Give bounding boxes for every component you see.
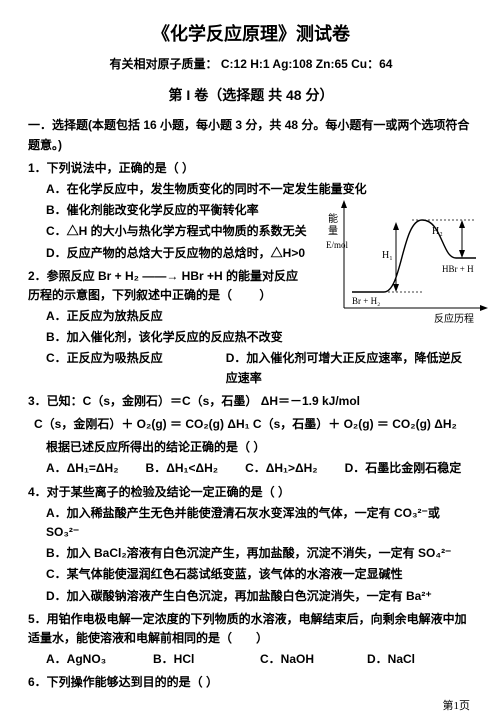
q2-opt-a: A．正反应为放热反应 — [46, 307, 324, 326]
q4-opt-a: A．加入稀盐酸产生无色并能使澄清石灰水变浑浊的气体，一定有 CO₃²⁻或 SO₃… — [46, 504, 474, 542]
page-number: 第1页 — [28, 698, 474, 716]
q2-opt-c: C．正反应为吸热反应 — [46, 349, 226, 387]
chart-ylabel2: 量 — [328, 225, 338, 237]
q1-opt-d: D．反应产物的总焓大于反应物的总焓时，△H>0 — [46, 244, 324, 263]
q2-opt-cd-row: C．正反应为吸热反应 D．加入催化剂可增大正反应速率，降低逆反应速率 — [46, 349, 474, 387]
instruction-text: 一．选择题(本题包括 16 小题，每小题 3 分，共 48 分。每小题有一或两个… — [28, 116, 474, 154]
exam-title: 《化学反应原理》测试卷 — [28, 20, 474, 49]
q4-opt-b: B．加入 BaCl₂溶液有白色沉淀产生，再加盐酸，沉淀不消失，一定有 SO₄²⁻ — [46, 544, 474, 563]
energy-diagram: 能 量 E/mol H₁ H₂ Br + H₂ HBr + H 反应历程 — [324, 194, 492, 328]
chart-right-label: HBr + H — [442, 264, 474, 274]
chart-left-label: Br + H₂ — [352, 296, 380, 306]
q1-stem: 1．下列说法中，正确的是（ ） — [28, 159, 474, 178]
q3-stem2: C（s，金刚石）＋ O₂(g) ＝ CO₂(g) ΔH₁ C（s，石墨）＋ O₂… — [34, 415, 474, 434]
q5-opt-a: A．AgNO₃ — [46, 650, 153, 669]
q3-opt-a: A．ΔH₁=ΔH₂ — [46, 459, 146, 478]
q6-stem: 6．下列操作能够达到目的的是（ ） — [28, 673, 474, 692]
q3-stem3: 根据已述反应所得出的结论正确的是（ ） — [46, 438, 474, 457]
q2-stem: 2．参照反应 Br + H₂ ——→ HBr +H 的能量对反应历程的示意图，下… — [28, 267, 306, 305]
q5-opt-d: D．NaCl — [367, 650, 474, 669]
chart-xlabel: 反应历程 — [434, 312, 474, 325]
chart-h1: H₁ — [382, 250, 393, 261]
q3-opt-b: B．ΔH₁<ΔH₂ — [146, 459, 246, 478]
q3-stem1: 3．已知：C（s，金刚石）＝C（s，石墨） ΔH＝－1.9 kJ/mol — [28, 392, 474, 411]
q5-opt-c: C．NaOH — [260, 650, 367, 669]
chart-h2: H₂ — [432, 226, 443, 237]
q3-opt-c: C．ΔH₁>ΔH₂ — [245, 459, 345, 478]
q1-opt-c: C．△H 的大小与热化学方程式中物质的系数无关 — [46, 222, 324, 241]
chart-ylabel3: E/mol — [326, 240, 348, 250]
q4-stem: 4．对于某些离子的检验及结论一定正确的是（ ） — [28, 483, 474, 502]
q3-options: A．ΔH₁=ΔH₂ B．ΔH₁<ΔH₂ C．ΔH₁>ΔH₂ D．石墨比金刚石稳定 — [46, 459, 474, 478]
q3-opt-d: D．石墨比金刚石稳定 — [345, 459, 474, 478]
q5-opt-b: B．HCl — [153, 650, 260, 669]
q4-opt-c: C．某气体能使湿润红色石蕊试纸变蓝，该气体的水溶液一定显碱性 — [46, 565, 474, 584]
q5-options: A．AgNO₃ B．HCl C．NaOH D．NaCl — [46, 650, 474, 669]
atomic-mass-line: 有关相对原子质量： C:12 H:1 Ag:108 Zn:65 Cu：64 — [28, 55, 474, 74]
part1-heading: 第 I 卷（选择题 共 48 分） — [28, 84, 474, 106]
chart-ylabel: 能 — [328, 212, 338, 225]
q2-opt-b: B．加入催化剂，该化学反应的反应热不改变 — [46, 328, 324, 347]
q4-opt-d: D．加入碳酸钠溶液产生白色沉淀，再加盐酸白色沉淀消失，一定有 Ba²⁺ — [46, 587, 474, 606]
q2-opt-d: D．加入催化剂可增大正反应速率，降低逆反应速率 — [226, 349, 474, 387]
q5-stem: 5．用铂作电极电解一定浓度的下列物质的水溶液，电解结束后，向剩余电解液中加适量水… — [28, 610, 474, 648]
